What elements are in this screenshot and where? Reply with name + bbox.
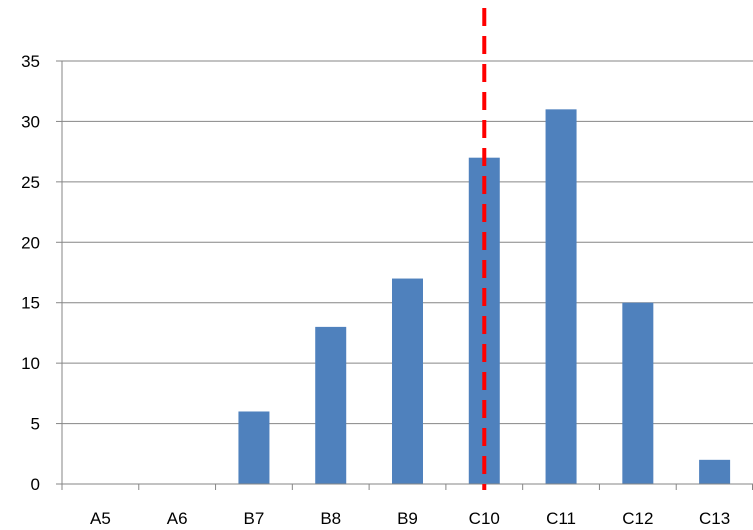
x-tick-label: C12: [622, 509, 653, 528]
x-tick-label: C13: [699, 509, 730, 528]
axes: [56, 60, 753, 490]
y-axis-tick-labels: 0 5 10 15 20 25 30 35: [21, 52, 40, 494]
y-tick-label: 30: [21, 112, 40, 131]
y-tick-label: 25: [21, 173, 40, 192]
y-tick-label: 20: [21, 233, 40, 252]
bar-C13: [699, 459, 731, 484]
bar-C11: [545, 109, 577, 484]
x-tick-label: B7: [244, 509, 265, 528]
bar-B9: [392, 278, 423, 484]
y-tick-label: 35: [21, 52, 40, 71]
x-tick-label: B9: [397, 509, 418, 528]
bar-B7: [238, 411, 270, 484]
y-tick-label: 15: [21, 294, 40, 313]
bar-C12: [622, 302, 654, 484]
x-axis-tick-labels: A5 A6 B7 B8 B9 C10 C11 C12 C13: [90, 509, 730, 528]
x-tick-label: C10: [469, 509, 500, 528]
y-tick-label: 5: [31, 415, 40, 434]
x-tick-label: B8: [320, 509, 341, 528]
y-tick-label: 0: [31, 475, 40, 494]
y-tick-label: 10: [21, 354, 40, 373]
x-tick-label: C11: [546, 509, 576, 528]
bar-B8: [315, 326, 347, 484]
x-tick-label: A6: [167, 509, 188, 528]
x-tick-label: A5: [90, 509, 111, 528]
